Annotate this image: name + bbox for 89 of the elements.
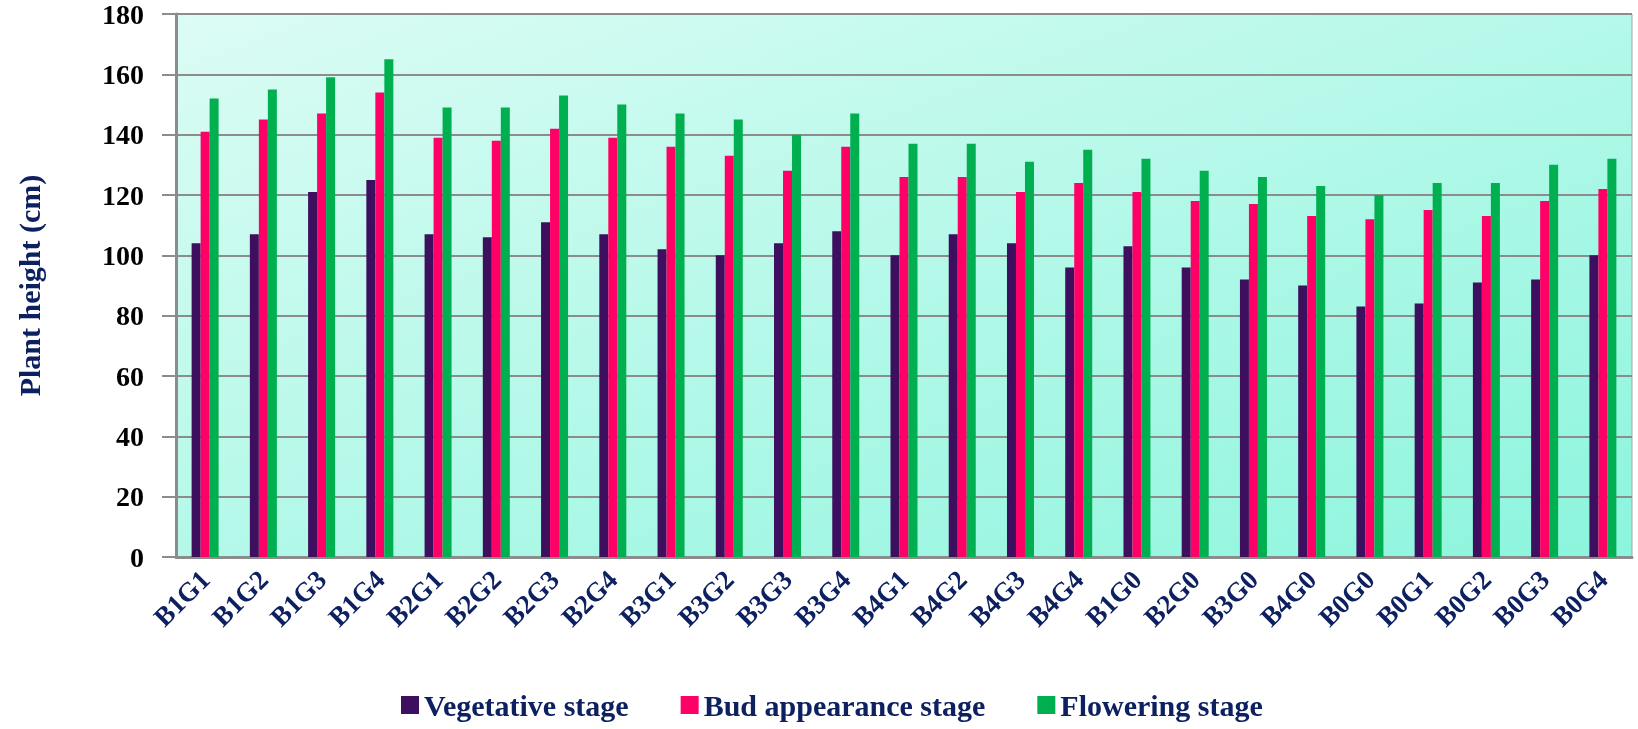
bar bbox=[1481, 216, 1491, 557]
bar bbox=[1365, 219, 1375, 557]
bar bbox=[1015, 191, 1025, 557]
bar bbox=[375, 92, 385, 557]
bar bbox=[724, 155, 734, 557]
bar bbox=[1190, 201, 1200, 557]
bar bbox=[191, 243, 201, 557]
bar bbox=[550, 128, 560, 557]
bar bbox=[209, 98, 219, 557]
bar bbox=[1607, 158, 1617, 557]
bar bbox=[258, 119, 268, 557]
bar bbox=[675, 113, 685, 557]
bar bbox=[1074, 182, 1084, 557]
bar bbox=[1307, 216, 1317, 557]
bar bbox=[666, 146, 676, 557]
y-tick-label: 100 bbox=[102, 239, 144, 271]
bar bbox=[599, 234, 609, 557]
y-tick-label: 80 bbox=[116, 300, 144, 332]
legend-label: Bud appearance stage bbox=[703, 688, 986, 722]
bar bbox=[1356, 306, 1366, 557]
bar bbox=[715, 255, 725, 557]
bar bbox=[541, 222, 551, 557]
bar bbox=[249, 234, 259, 557]
bar bbox=[1181, 267, 1191, 557]
bar bbox=[1589, 255, 1599, 557]
bar bbox=[1374, 195, 1384, 557]
bar bbox=[1540, 201, 1550, 557]
bar bbox=[1472, 282, 1482, 557]
bar bbox=[783, 170, 793, 557]
bar bbox=[1141, 158, 1151, 557]
bar bbox=[841, 146, 851, 557]
bar bbox=[1199, 170, 1209, 557]
bar bbox=[948, 234, 958, 557]
y-tick-label: 0 bbox=[130, 541, 144, 573]
bar bbox=[890, 255, 900, 557]
bar bbox=[733, 119, 743, 557]
y-axis-title: Plant height (cm) bbox=[12, 174, 47, 397]
y-tick-label: 120 bbox=[102, 179, 144, 211]
bar bbox=[384, 59, 394, 557]
legend-label: Flowering stage bbox=[1060, 688, 1263, 722]
y-tick-label: 60 bbox=[116, 360, 144, 392]
bar bbox=[433, 137, 443, 557]
bar bbox=[774, 243, 784, 557]
y-tick-label: 40 bbox=[116, 420, 144, 452]
bar bbox=[500, 107, 510, 557]
bar bbox=[1531, 279, 1541, 557]
bar bbox=[1123, 246, 1133, 557]
bar bbox=[482, 237, 492, 557]
bar bbox=[308, 191, 318, 557]
bar bbox=[267, 89, 277, 557]
bar bbox=[1248, 204, 1258, 557]
y-tick-label: 160 bbox=[102, 58, 144, 90]
bar bbox=[792, 134, 802, 557]
bar bbox=[1083, 149, 1093, 557]
y-tick-label: 20 bbox=[116, 481, 144, 513]
y-tick-label: 140 bbox=[102, 119, 144, 151]
bar bbox=[850, 113, 860, 557]
bar bbox=[366, 179, 376, 557]
bar bbox=[559, 95, 569, 557]
bar bbox=[491, 140, 501, 557]
bar bbox=[1006, 243, 1016, 557]
bar bbox=[657, 249, 667, 557]
bar bbox=[832, 231, 842, 557]
bar bbox=[957, 176, 967, 557]
bar bbox=[1239, 279, 1249, 557]
bar bbox=[899, 176, 909, 557]
bar bbox=[1423, 210, 1433, 557]
bar bbox=[1549, 164, 1559, 557]
bar bbox=[608, 137, 618, 557]
bar bbox=[442, 107, 452, 557]
bar bbox=[326, 77, 336, 557]
bar bbox=[1414, 303, 1424, 557]
bar bbox=[1490, 182, 1500, 557]
y-tick-label: 180 bbox=[102, 0, 144, 30]
bar bbox=[1257, 176, 1267, 557]
bar bbox=[1316, 185, 1326, 557]
bar bbox=[424, 234, 434, 557]
bar bbox=[617, 104, 627, 557]
bar bbox=[1024, 161, 1034, 557]
bar bbox=[200, 131, 210, 557]
bar bbox=[1598, 188, 1608, 557]
bar bbox=[1132, 191, 1142, 557]
bar bbox=[1065, 267, 1075, 557]
bar bbox=[1298, 285, 1308, 557]
legend-label: Vegetative stage bbox=[424, 688, 629, 722]
bar bbox=[966, 143, 976, 557]
bar bbox=[1432, 182, 1442, 557]
bar bbox=[317, 113, 327, 557]
bar bbox=[908, 143, 918, 557]
